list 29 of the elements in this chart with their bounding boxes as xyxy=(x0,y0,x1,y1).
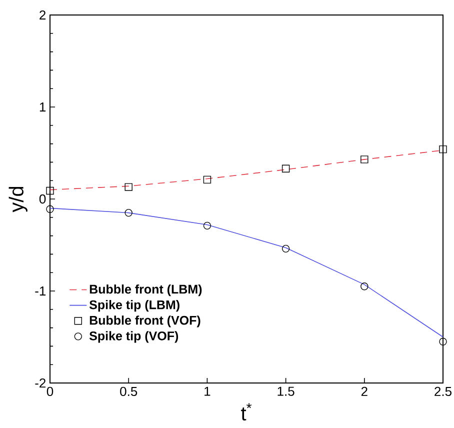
point xyxy=(46,205,54,213)
y-tick-label: -2 xyxy=(35,378,46,388)
y-tick-label: -1 xyxy=(35,286,46,296)
x-tick-label: 2 xyxy=(361,386,368,396)
legend-label: Bubble front (VOF) xyxy=(90,316,200,328)
legend-label: Spike tip (LBM) xyxy=(89,300,180,312)
legend-label: Spike tip (VOF) xyxy=(89,331,178,343)
x-tick-label: 1.5 xyxy=(278,386,294,396)
point xyxy=(124,183,132,191)
point xyxy=(124,208,132,217)
y-tick-label: 0 xyxy=(39,194,46,204)
point xyxy=(203,222,212,230)
x-tick-label: 0.5 xyxy=(120,386,138,396)
point xyxy=(46,186,54,195)
point xyxy=(360,282,368,290)
y-tick-label: 1 xyxy=(40,102,46,112)
x-tick-label: 2.5 xyxy=(434,386,452,396)
legend-label: Bubble front (LBM) xyxy=(90,284,202,296)
x-axis-title: t$^{*}$ xyxy=(241,403,252,421)
point xyxy=(439,145,447,154)
x-tick-label: 1 xyxy=(204,386,210,396)
point xyxy=(439,338,447,346)
point xyxy=(360,156,368,164)
y-axis-title: y/d xyxy=(8,186,28,212)
point xyxy=(282,164,290,172)
y-tick-label: 2 xyxy=(40,10,46,20)
x-tick-label: 0 xyxy=(46,386,54,396)
point xyxy=(203,176,212,184)
point xyxy=(282,244,290,253)
